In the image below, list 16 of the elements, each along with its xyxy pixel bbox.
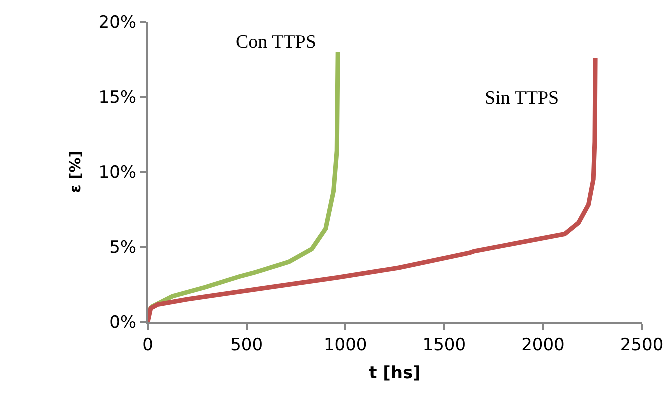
line-series [148,56,598,322]
y-tick-label: 10% [98,162,137,183]
x-axis-title: t [hs] [369,363,421,384]
x-tick-label: 2000 [522,335,565,356]
y-tick-label: 0% [110,312,137,333]
y-tick-label: 15% [98,88,137,108]
x-tick-label: 500 [230,335,264,356]
x-tick-label: 1000 [324,335,368,356]
x-tick-label: 1500 [422,335,466,356]
x-tick-label: 2500 [620,335,664,356]
series-label: Sin TTPS [485,88,560,109]
y-axis-title: ε [%] [66,150,85,194]
y-tick-label: 5% [110,238,137,258]
series-label: Con TTPS [236,32,316,53]
x-tick-label: 0 [142,335,154,356]
y-tick-label: 20% [98,12,137,33]
